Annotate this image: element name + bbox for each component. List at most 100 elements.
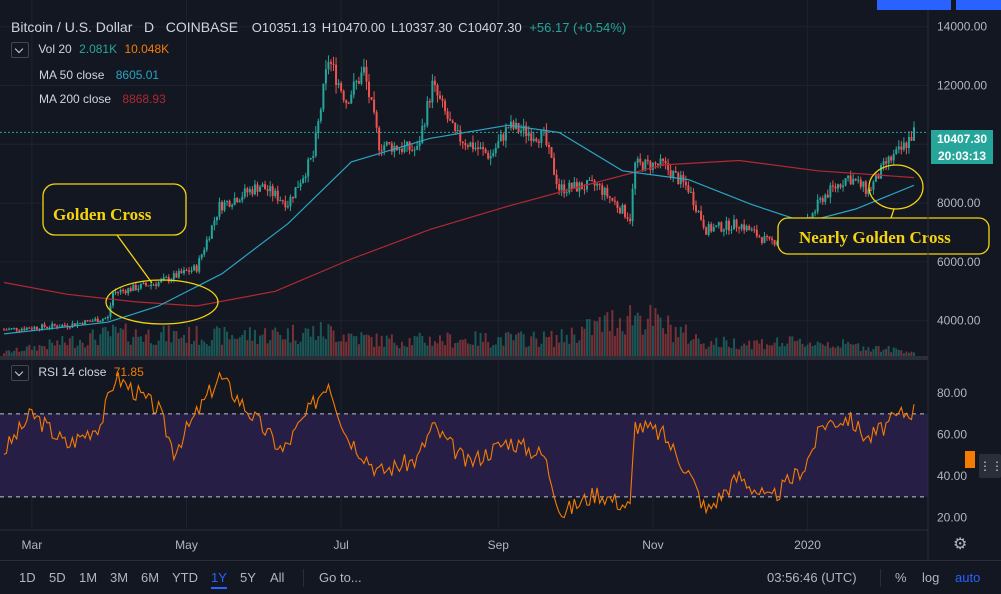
volume-bar [644, 329, 647, 356]
volume-bar [768, 345, 771, 356]
candle-body [291, 196, 294, 199]
close-value: 10407.30 [467, 20, 522, 35]
candle-body [25, 327, 28, 330]
candle-body [13, 327, 16, 329]
top-blue-button[interactable] [877, 0, 951, 10]
candle-body [611, 197, 614, 201]
candle-body [905, 142, 908, 149]
collapse-legend-button[interactable] [11, 42, 29, 58]
candle-body [537, 141, 540, 143]
timeframe-ytd[interactable]: YTD [172, 570, 198, 585]
volume-bar [63, 342, 66, 356]
candle-body [426, 101, 429, 126]
volume-bar [375, 333, 378, 356]
candle-body [241, 196, 244, 201]
symbol-name[interactable]: Bitcoin / U.S. Dollar [11, 19, 133, 35]
volume-bar [494, 344, 497, 356]
side-grip-icon[interactable]: ⋮⋮ [979, 454, 1001, 478]
volume-bar [35, 350, 38, 356]
volume-bar [261, 334, 264, 356]
volume-bar [360, 332, 363, 356]
candle-body [96, 318, 99, 323]
timeframe-1m[interactable]: 1M [79, 570, 98, 585]
volume-bar [565, 335, 568, 356]
volume-bar [864, 350, 867, 356]
volume-bar [152, 344, 155, 356]
goto-button[interactable]: Go to... [319, 570, 362, 585]
vol-a: 2.081K [79, 42, 118, 57]
timeframe-3m[interactable]: 3M [110, 570, 129, 585]
vol-name[interactable]: Vol 20 [38, 42, 72, 57]
top-blue-button-2[interactable] [956, 0, 1001, 10]
volume-bar [624, 334, 627, 356]
candle-body [854, 178, 857, 181]
candle-body [727, 220, 730, 231]
candle-body [162, 277, 165, 280]
timeframe-6m[interactable]: 6M [141, 570, 160, 585]
auto-toggle[interactable]: auto [955, 570, 981, 585]
volume-bar [801, 343, 804, 356]
volume-bar [416, 336, 419, 356]
timeframe-1d[interactable]: 1D [19, 570, 36, 585]
volume-bar [907, 352, 910, 356]
log-toggle[interactable]: log [922, 570, 940, 585]
candle-body [41, 324, 44, 330]
time-tick-label: Sep [488, 538, 510, 552]
rsi-name[interactable]: RSI 14 close [38, 365, 107, 380]
collapse-rsi-button[interactable] [11, 365, 29, 381]
candle-body [895, 149, 898, 154]
volume-bar [707, 346, 710, 356]
timeframe-1y[interactable]: 1Y [211, 570, 227, 589]
volume-bar [241, 334, 244, 356]
ohlc-close: C10407.30 [458, 20, 522, 35]
volume-bar [811, 346, 814, 356]
candle-body [335, 64, 338, 85]
volume-bar [560, 329, 563, 356]
ma200-line [3, 159, 915, 307]
volume-bar [877, 346, 880, 356]
candle-body [56, 325, 59, 328]
settings-gear-icon[interactable]: ⚙ [953, 536, 968, 553]
volume-bar [79, 339, 82, 356]
volume-bar [798, 338, 801, 356]
ma200-name[interactable]: MA 200 close [39, 92, 112, 106]
volume-bar [281, 339, 284, 356]
candle-body [185, 269, 188, 271]
volume-bar [743, 343, 746, 356]
candle-body [712, 227, 715, 232]
candle-body [821, 198, 824, 202]
volume-bar [872, 348, 875, 356]
volume-bar [809, 342, 812, 356]
timeframe-5d[interactable]: 5D [49, 570, 66, 585]
symbol-interval[interactable]: D [144, 19, 155, 35]
volume-bar [512, 340, 515, 356]
candle-body [608, 196, 611, 198]
candle-body [119, 289, 122, 293]
candle-body [695, 205, 698, 212]
candle-body [398, 148, 401, 151]
volume-bar [555, 334, 558, 356]
volume-bar [185, 342, 188, 356]
ma50-name[interactable]: MA 50 close [39, 68, 105, 82]
candle-body [469, 142, 472, 147]
candle-body [857, 179, 860, 181]
volume-bar [669, 324, 672, 356]
timeframe-5y[interactable]: 5Y [240, 570, 256, 585]
candle-body [213, 220, 216, 226]
volume-bar [332, 330, 335, 356]
candle-body [431, 80, 434, 103]
volume-bar [715, 337, 718, 356]
symbol-header: Bitcoin / U.S. Dollar D COINBASE O10351.… [11, 19, 630, 35]
candle-body [651, 162, 654, 170]
volume-bar [793, 341, 796, 356]
utc-clock[interactable]: 03:56:46 (UTC) [767, 570, 857, 585]
volume-bar [596, 321, 599, 356]
candle-body [877, 173, 880, 179]
candle-body [33, 326, 36, 330]
volume-bar [727, 346, 730, 356]
candle-body [484, 149, 487, 153]
toolbar-divider [303, 569, 304, 587]
percent-toggle[interactable]: % [895, 570, 907, 585]
candle-body [765, 236, 768, 238]
timeframe-all[interactable]: All [270, 570, 285, 585]
